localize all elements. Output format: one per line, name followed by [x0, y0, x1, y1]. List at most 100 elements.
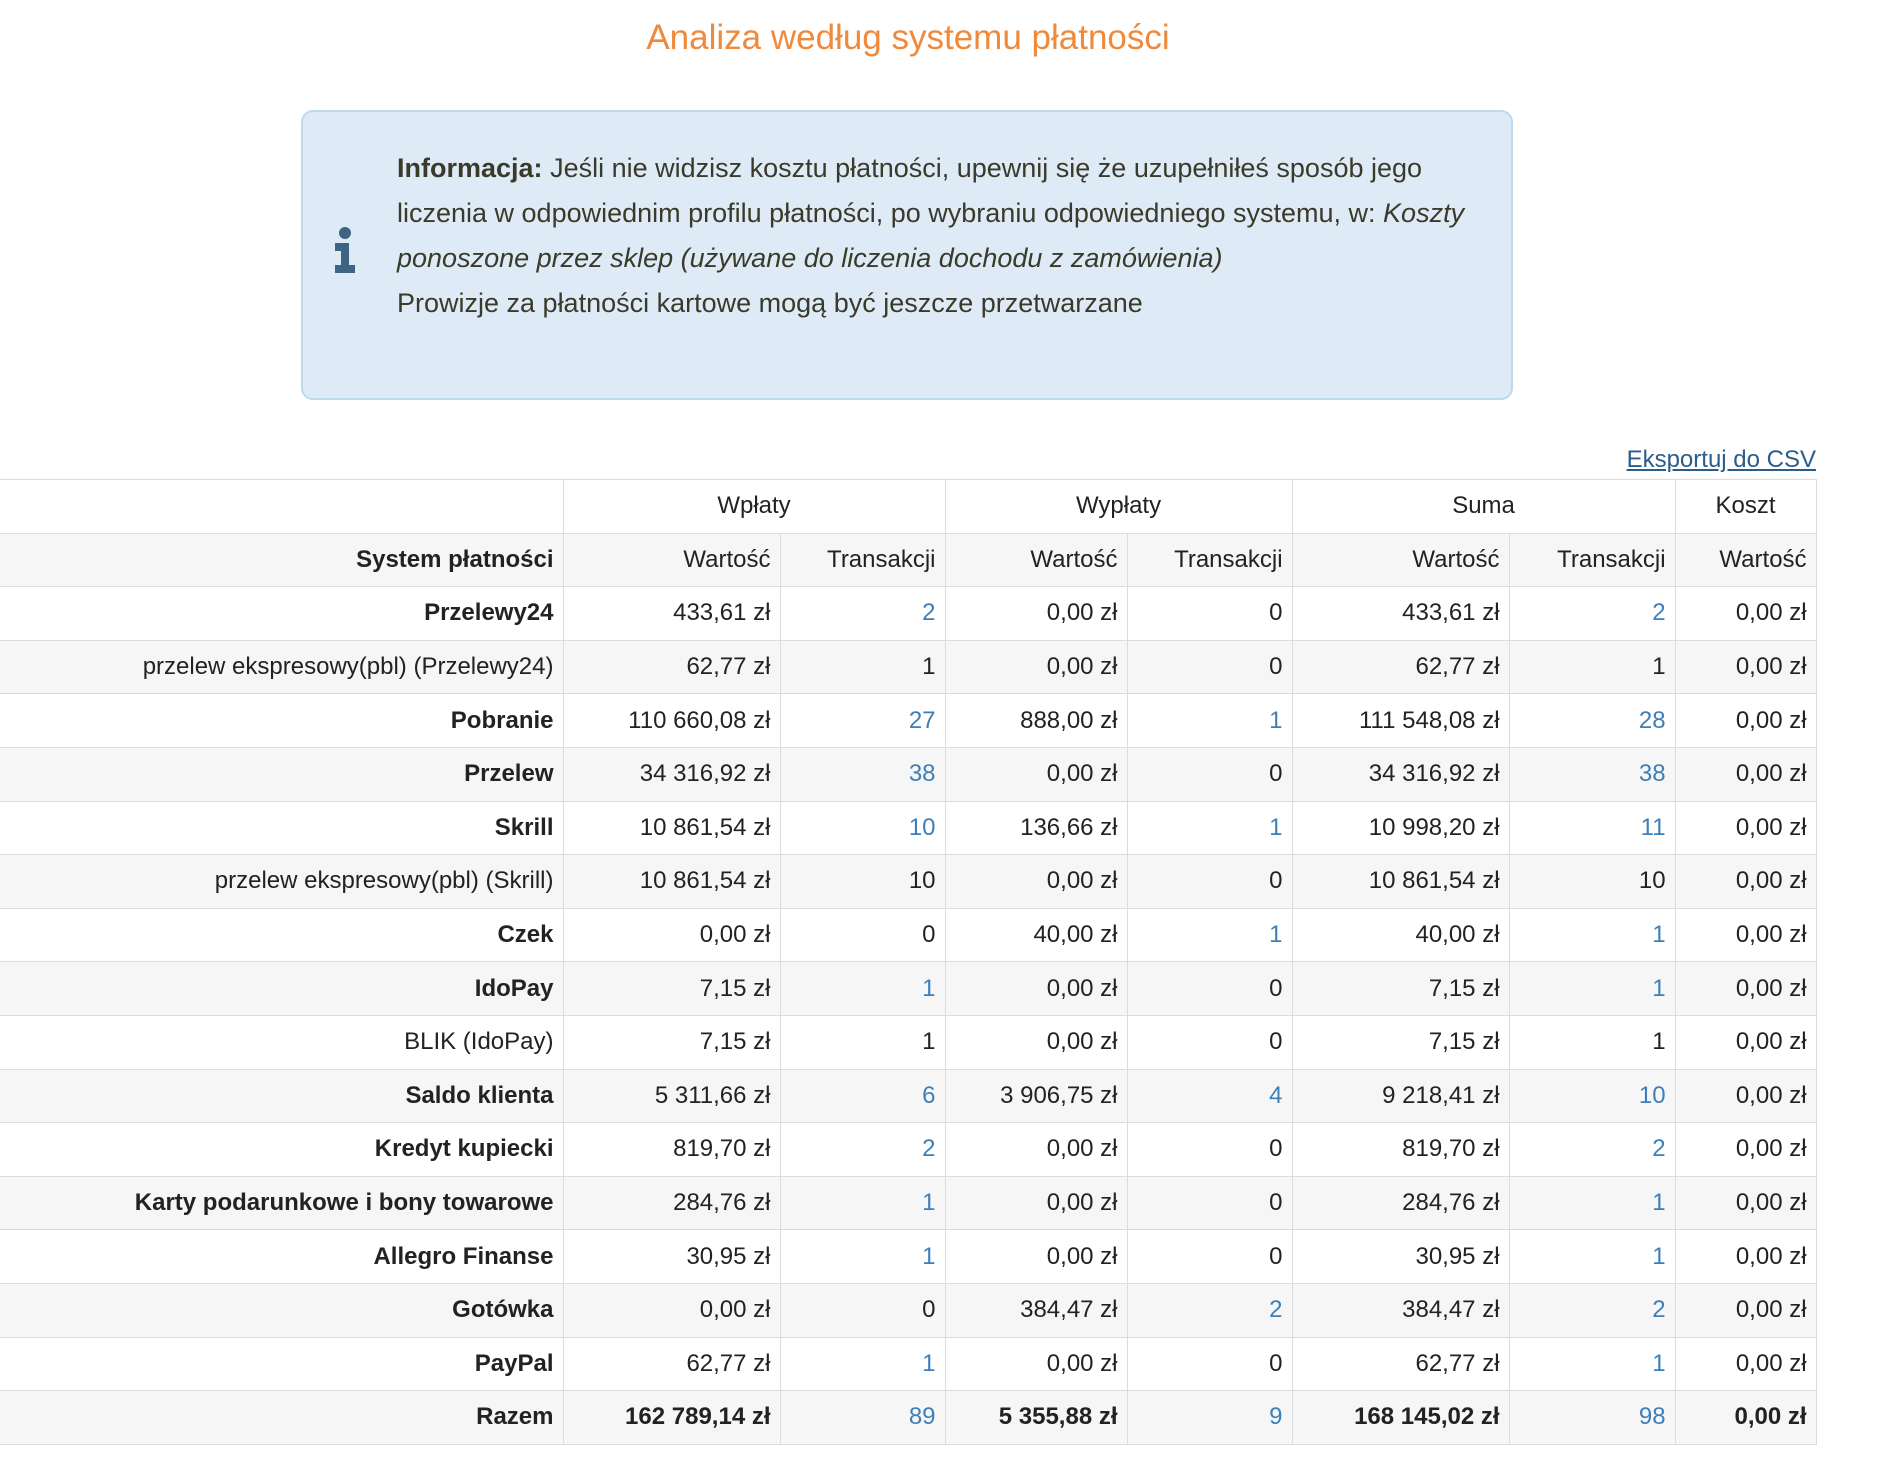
table-cell: 0,00 zł: [944, 586, 1128, 641]
table-cell: 0,00 zł: [1674, 1229, 1817, 1284]
table-cell[interactable]: 28: [1508, 693, 1676, 748]
table-cell: 0: [779, 1282, 946, 1338]
table-cell: 62,77 zł: [1291, 639, 1510, 695]
table-cell[interactable]: 10: [779, 800, 946, 856]
table-row: Gotówka 0,00 zł 0 384,47 zł 2 384,47 zł 2 0,00 …: [0, 1282, 1817, 1338]
table-cell: 5 355,88 zł: [944, 1390, 1128, 1445]
table-cell[interactable]: 9: [1126, 1390, 1293, 1445]
table-row: Allegro Finanse 30,95 zł 1 0,00 zł 0 30,95 zł…: [0, 1229, 1817, 1284]
table-cell: Saldo klienta: [0, 1068, 564, 1124]
table-cell: BLIK (IdoPay): [0, 1014, 564, 1070]
table-cell[interactable]: 38: [1508, 746, 1676, 802]
table-cell[interactable]: 2: [779, 586, 946, 641]
table-cell: 7,15 zł: [562, 961, 781, 1016]
table-cell: 0,00 zł: [1674, 961, 1817, 1016]
table-cell: 384,47 zł: [944, 1282, 1128, 1338]
table-cell[interactable]: 6: [779, 1068, 946, 1124]
group-header: Suma: [1291, 479, 1676, 534]
table-cell: 40,00 zł: [1291, 907, 1510, 963]
table-cell[interactable]: 2: [779, 1122, 946, 1177]
table-cell: 284,76 zł: [562, 1175, 781, 1231]
table-cell: 0,00 zł: [944, 1229, 1128, 1284]
table-cell[interactable]: 2: [1508, 1122, 1676, 1177]
header-cell: [0, 479, 564, 534]
table-cell: 7,15 zł: [1291, 1014, 1510, 1070]
table-cell: 40,00 zł: [944, 907, 1128, 963]
table-cell: 0,00 zł: [562, 907, 781, 963]
header-row: System płatności Wartość Transakcji Wartość…: [0, 532, 1817, 588]
table-cell: 7,15 zł: [1291, 961, 1510, 1016]
table-cell: 162 789,14 zł: [562, 1390, 781, 1445]
table-cell: 819,70 zł: [562, 1122, 781, 1177]
table-cell: 0,00 zł: [1674, 854, 1817, 909]
column-header: Transakcji: [779, 532, 946, 588]
info-icon: [335, 227, 355, 273]
column-header: Transakcji: [1508, 532, 1676, 588]
table-cell[interactable]: 1: [1508, 1229, 1676, 1284]
table-cell[interactable]: 1: [1508, 1336, 1676, 1392]
info-label: Informacja:: [397, 153, 543, 183]
table-cell[interactable]: 11: [1508, 800, 1676, 856]
column-header: Wartość: [1674, 532, 1817, 588]
table-cell[interactable]: 1: [1508, 907, 1676, 963]
table-cell[interactable]: 4: [1126, 1068, 1293, 1124]
table-cell[interactable]: 38: [779, 746, 946, 802]
table-cell[interactable]: 98: [1508, 1390, 1676, 1445]
table-cell: 0: [1126, 1336, 1293, 1392]
table-cell: 0: [1126, 1122, 1293, 1177]
table-cell: Przelew: [0, 746, 564, 802]
table-cell[interactable]: 2: [1508, 1282, 1676, 1338]
table-row: BLIK (IdoPay) 7,15 zł 1 0,00 zł 0 7,15 zł 1 0,0…: [0, 1014, 1817, 1070]
group-header: Wpłaty: [562, 479, 946, 534]
table-cell: 0: [1126, 746, 1293, 802]
table-cell[interactable]: 1: [1126, 907, 1293, 963]
table-cell: 0,00 zł: [944, 639, 1128, 695]
info-box: Informacja: Jeśli nie widzisz kosztu pła…: [301, 110, 1513, 400]
table-row: Saldo klienta 5 311,66 zł 6 3 906,75 zł 4 9 2…: [0, 1068, 1817, 1124]
table-cell[interactable]: 1: [779, 1229, 946, 1284]
group-header: Koszt: [1674, 479, 1817, 534]
table-cell: Allegro Finanse: [0, 1229, 564, 1284]
total-row: Razem 162 789,14 zł 89 5 355,88 zł 9 168 145,…: [0, 1390, 1817, 1445]
column-header: Wartość: [1291, 532, 1510, 588]
table-cell: 0,00 zł: [1674, 693, 1817, 748]
table-cell[interactable]: 2: [1126, 1282, 1293, 1338]
table-cell: 284,76 zł: [1291, 1175, 1510, 1231]
table-cell: Pobranie: [0, 693, 564, 748]
table-cell: 0: [1126, 639, 1293, 695]
table-cell: 0,00 zł: [944, 854, 1128, 909]
table-cell: 0,00 zł: [1674, 1014, 1817, 1070]
table-cell: 0,00 zł: [944, 1336, 1128, 1392]
table-cell[interactable]: 10: [1508, 1068, 1676, 1124]
table-cell: 888,00 zł: [944, 693, 1128, 748]
group-header: Wypłaty: [944, 479, 1293, 534]
table-row: PayPal 62,77 zł 1 0,00 zł 0 62,77 zł 1 0,00 zł: [0, 1336, 1817, 1392]
table-cell: 0,00 zł: [1674, 1122, 1817, 1177]
table-cell[interactable]: 1: [1508, 1175, 1676, 1231]
table-cell: Razem: [0, 1390, 564, 1445]
table-cell[interactable]: 1: [779, 961, 946, 1016]
table-cell: 433,61 zł: [562, 586, 781, 641]
table-cell: 0: [1126, 1229, 1293, 1284]
table-cell[interactable]: 1: [779, 1175, 946, 1231]
table-cell: 1: [779, 639, 946, 695]
table-cell[interactable]: 1: [1126, 693, 1293, 748]
export-link[interactable]: Eksportuj do CSV: [1626, 446, 1816, 473]
table-row: Przelew 34 316,92 zł 38 0,00 zł 0 34 316,92 z…: [0, 746, 1817, 802]
table-cell[interactable]: 1: [1126, 800, 1293, 856]
table-cell: Gotówka: [0, 1282, 564, 1338]
table-cell[interactable]: 1: [1508, 961, 1676, 1016]
table-cell[interactable]: 27: [779, 693, 946, 748]
column-header: Wartość: [562, 532, 781, 588]
table-cell: 0,00 zł: [1674, 1390, 1817, 1445]
table-cell: 0,00 zł: [944, 1014, 1128, 1070]
table-cell[interactable]: 1: [779, 1336, 946, 1392]
table-cell: 3 906,75 zł: [944, 1068, 1128, 1124]
table-cell: 0,00 zł: [1674, 1175, 1817, 1231]
table-cell: 0: [1126, 1175, 1293, 1231]
table-cell[interactable]: 89: [779, 1390, 946, 1445]
table-cell[interactable]: 2: [1508, 586, 1676, 641]
table-cell: Karty podarunkowe i bony towarowe: [0, 1175, 564, 1231]
table-cell: 10: [779, 854, 946, 909]
